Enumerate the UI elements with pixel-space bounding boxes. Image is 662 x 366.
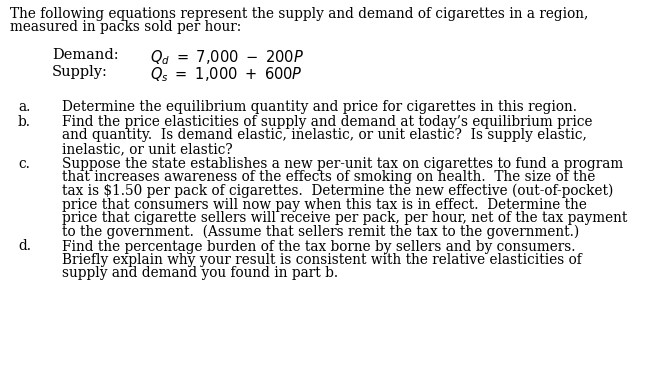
Text: measured in packs sold per hour:: measured in packs sold per hour: <box>10 20 241 34</box>
Text: inelastic, or unit elastic?: inelastic, or unit elastic? <box>62 142 232 156</box>
Text: Find the percentage burden of the tax borne by sellers and by consumers.: Find the percentage burden of the tax bo… <box>62 239 575 254</box>
Text: The following equations represent the supply and demand of cigarettes in a regio: The following equations represent the su… <box>10 7 589 21</box>
Text: $Q_d\ =\ 7{,}000\ -\ 200P$: $Q_d\ =\ 7{,}000\ -\ 200P$ <box>150 48 304 67</box>
Text: price that cigarette sellers will receive per pack, per hour, net of the tax pay: price that cigarette sellers will receiv… <box>62 211 628 225</box>
Text: supply and demand you found in part b.: supply and demand you found in part b. <box>62 266 338 280</box>
Text: tax is $1.50 per pack of cigarettes.  Determine the new effective (out-of-pocket: tax is $1.50 per pack of cigarettes. Det… <box>62 184 614 198</box>
Text: Supply:: Supply: <box>52 65 108 79</box>
Text: that increases awareness of the effects of smoking on health.  The size of the: that increases awareness of the effects … <box>62 171 595 184</box>
Text: Determine the equilibrium quantity and price for cigarettes in this region.: Determine the equilibrium quantity and p… <box>62 100 577 114</box>
Text: Find the price elasticities of supply and demand at today’s equilibrium price: Find the price elasticities of supply an… <box>62 115 592 129</box>
Text: $Q_s\ =\ 1{,}000\ +\ 600P$: $Q_s\ =\ 1{,}000\ +\ 600P$ <box>150 65 303 84</box>
Text: d.: d. <box>18 239 31 254</box>
Text: price that consumers will now pay when this tax is in effect.  Determine the: price that consumers will now pay when t… <box>62 198 587 212</box>
Text: a.: a. <box>18 100 30 114</box>
Text: and quantity.  Is demand elastic, inelastic, or unit elastic?  Is supply elastic: and quantity. Is demand elastic, inelast… <box>62 128 587 142</box>
Text: Suppose the state establishes a new per-unit tax on cigarettes to fund a program: Suppose the state establishes a new per-… <box>62 157 623 171</box>
Text: b.: b. <box>18 115 31 129</box>
Text: Demand:: Demand: <box>52 48 118 62</box>
Text: to the government.  (Assume that sellers remit the tax to the government.): to the government. (Assume that sellers … <box>62 224 579 239</box>
Text: c.: c. <box>18 157 30 171</box>
Text: Briefly explain why your result is consistent with the relative elasticities of: Briefly explain why your result is consi… <box>62 253 582 267</box>
